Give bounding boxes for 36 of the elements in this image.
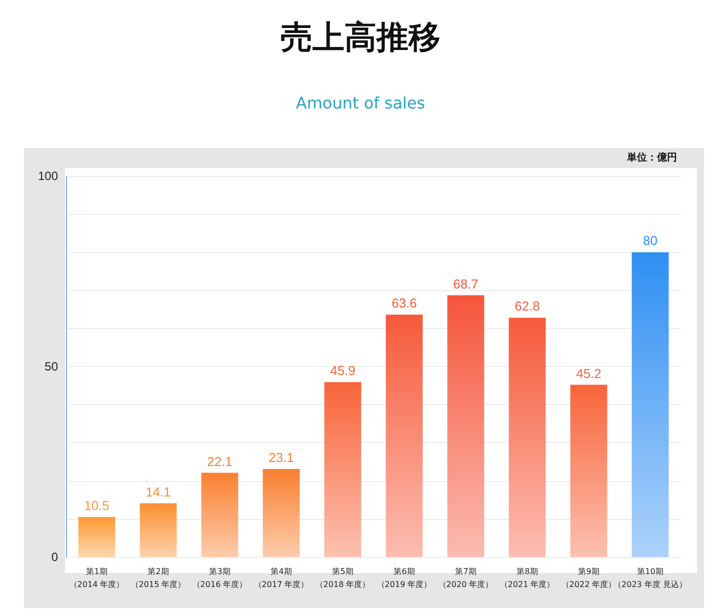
data-label: 45.9 — [330, 363, 356, 378]
bar — [324, 382, 362, 557]
y-tick-label: 100 — [38, 169, 58, 183]
x-tick-label: 第1期（2014 年度） — [69, 567, 124, 589]
bar — [447, 295, 484, 557]
data-label: 62.8 — [514, 298, 540, 314]
x-tick-label: 第6期（2019 年度） — [376, 567, 432, 589]
bar — [140, 503, 177, 557]
x-tick-label: 第3期（2016 年度） — [192, 567, 248, 589]
bar — [570, 384, 608, 557]
data-label: 45.2 — [576, 366, 602, 381]
chart-subtitle: Amount of sales — [296, 94, 426, 112]
y-tick-label: 0 — [51, 550, 58, 564]
data-label: 68.7 — [453, 276, 478, 292]
x-tick-label: 第9期（2022 年度） — [561, 567, 616, 589]
x-tick-label: 第8期（2021 年度） — [500, 567, 555, 589]
bar — [632, 252, 669, 557]
x-tick-label: 第4期（2017 年度） — [254, 567, 309, 589]
x-tick-label: 第5期（2018 年度） — [315, 567, 370, 589]
data-label: 63.6 — [392, 296, 417, 311]
bar — [508, 318, 546, 557]
y-tick-label: 50 — [44, 360, 58, 374]
x-tick-label: 第2期（2015 年度） — [130, 567, 186, 589]
bar — [78, 516, 116, 557]
data-label: 80 — [643, 233, 658, 248]
data-label: 23.1 — [268, 450, 294, 465]
data-label: 10.5 — [84, 498, 110, 513]
x-tick-label: 第7期（2020 年度） — [438, 567, 494, 589]
data-label: 22.1 — [207, 454, 232, 469]
bar — [201, 472, 238, 557]
x-tick-label: 第10期（2023 年度 見込） — [614, 567, 687, 589]
bar — [262, 468, 300, 557]
chart-title: 売上高推移 — [280, 18, 440, 56]
y-axis-title: 単位：億円 — [626, 152, 677, 164]
bar — [386, 314, 423, 557]
data-label: 14.1 — [146, 484, 171, 500]
